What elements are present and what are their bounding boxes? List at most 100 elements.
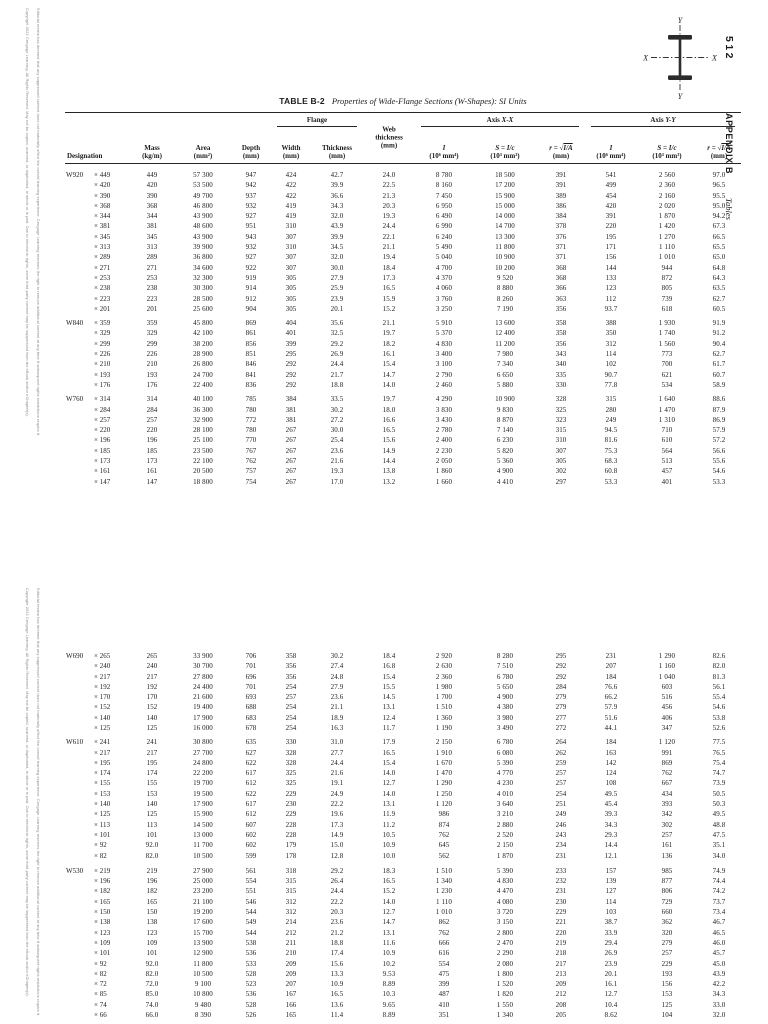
value-cell: 368 xyxy=(555,273,567,282)
value-cell: 32.0 xyxy=(712,1011,726,1019)
designation-suffix: × 257 xyxy=(94,415,111,424)
designation-cell: × 192 xyxy=(65,682,129,692)
value-cell: 305 xyxy=(285,284,297,293)
value-cell: 40 100 xyxy=(193,395,213,404)
value-cell: 937 xyxy=(245,191,257,200)
value-cell: 13 000 xyxy=(193,830,213,839)
designation-suffix: × 449 xyxy=(94,171,111,179)
table-row: × 101 101 12 900 536 210 17.4 10.9 616 2 290 218 2… xyxy=(65,948,741,958)
value-cell: 81.3 xyxy=(712,672,726,681)
value-cell: 2 020 xyxy=(658,201,676,210)
value-cell: 24.0 xyxy=(382,171,396,179)
value-cell: 125 xyxy=(661,1000,673,1009)
value-cell: 179 xyxy=(285,841,297,850)
value-cell: 32 300 xyxy=(193,273,213,282)
value-cell: 762 xyxy=(245,457,257,466)
value-cell: 33 900 xyxy=(193,651,213,660)
designation-cell: × 313 xyxy=(65,242,129,252)
value-cell: 1 910 xyxy=(435,748,453,757)
value-cell: 58.9 xyxy=(712,380,726,389)
value-cell: 91.9 xyxy=(712,319,726,328)
designation-cell: × 182 xyxy=(65,886,129,896)
value-cell: 104 xyxy=(661,1011,673,1019)
value-cell: 18.8 xyxy=(330,938,344,947)
value-cell: 10 900 xyxy=(495,395,515,404)
designation-suffix: × 226 xyxy=(94,350,111,359)
value-cell: 15.0 xyxy=(330,841,344,850)
value-cell: 780 xyxy=(245,426,257,435)
value-cell: 942 xyxy=(245,181,257,190)
designation-cell: × 329 xyxy=(65,328,129,338)
value-cell: 2 360 xyxy=(658,181,676,190)
value-cell: 10.9 xyxy=(382,841,396,850)
value-cell: 193 xyxy=(146,370,158,379)
value-cell: 182 xyxy=(146,887,158,896)
value-cell: 233 xyxy=(555,866,567,875)
value-cell: 701 xyxy=(245,682,257,691)
value-cell: 7 340 xyxy=(496,360,514,369)
shape-group-W760: W760 × 314 314 40 100 785 384 33.5 19.7 4 290 10 … xyxy=(65,394,741,487)
value-cell: 29.2 xyxy=(330,339,344,348)
value-cell: 279 xyxy=(555,693,567,702)
value-cell: 912 xyxy=(245,294,257,303)
value-cell: 218 xyxy=(555,949,567,958)
value-cell: 82.0 xyxy=(712,662,726,671)
value-cell: 24.4 xyxy=(330,360,344,369)
value-cell: 46.7 xyxy=(712,918,726,927)
value-cell: 528 xyxy=(245,969,257,978)
value-cell: 161 xyxy=(661,841,673,850)
value-cell: 74.9 xyxy=(712,866,726,875)
value-cell: 208 xyxy=(555,1000,567,1009)
designation-suffix: × 217 xyxy=(94,748,111,757)
table-row: × 82 82.0 10 500 528 209 13.3 9.53 475 1 800 213 2… xyxy=(65,969,741,979)
designation-suffix: × 150 xyxy=(94,908,111,917)
value-cell: 554 xyxy=(245,877,257,886)
value-cell: 219 xyxy=(555,938,567,947)
designation-suffix: × 299 xyxy=(94,339,111,348)
value-cell: 13 900 xyxy=(193,938,213,947)
table-row: × 271 271 34 600 922 307 30.0 18.4 4 700 10 200 3… xyxy=(65,263,741,273)
designation-cell: × 101 xyxy=(65,830,129,840)
value-cell: 57.2 xyxy=(712,436,726,445)
designation-cell: × 155 xyxy=(65,778,129,788)
table-row: × 101 101 13 000 602 228 14.9 10.5 762 2 520 243 2… xyxy=(65,830,741,840)
value-cell: 66.2 xyxy=(604,693,618,702)
axis-xx-group-header: Axis X-X xyxy=(421,116,579,128)
value-cell: 320 xyxy=(661,928,673,937)
value-cell: 184 xyxy=(605,738,617,747)
value-cell: 1 340 xyxy=(496,1011,514,1019)
value-cell: 48.8 xyxy=(712,820,726,829)
value-cell: 95.5 xyxy=(712,191,726,200)
value-cell: 14.7 xyxy=(382,918,396,927)
designation-prefix: W920 xyxy=(66,171,84,179)
col-header-area: Area (mm²) xyxy=(193,143,213,160)
value-cell: 5 040 xyxy=(435,253,453,262)
value-cell: 299 xyxy=(146,339,158,348)
designation-cell: × 226 xyxy=(65,349,129,359)
value-cell: 60.7 xyxy=(712,370,726,379)
designation-cell: W760 × 314 xyxy=(65,394,129,404)
value-cell: 773 xyxy=(661,350,673,359)
value-cell: 420 xyxy=(146,181,158,190)
value-cell: 307 xyxy=(285,263,297,272)
table-caption: Properties of Wide-Flange Sections (W-Sh… xyxy=(331,96,527,106)
value-cell: 267 xyxy=(285,446,297,455)
value-cell: 12.7 xyxy=(604,990,618,999)
value-cell: 34.0 xyxy=(712,851,726,860)
value-cell: 43.9 xyxy=(712,969,726,978)
value-cell: 841 xyxy=(245,370,257,379)
value-cell: 388 xyxy=(605,319,617,328)
value-cell: 10.0 xyxy=(382,851,396,860)
value-cell: 231 xyxy=(555,851,567,860)
value-cell: 32 900 xyxy=(193,415,213,424)
copyright-text: Editorial review has deemed that any sup… xyxy=(36,588,41,1017)
value-cell: 28 500 xyxy=(193,294,213,303)
value-cell: 43 900 xyxy=(193,212,213,221)
value-cell: 874 xyxy=(438,820,450,829)
value-cell: 19 200 xyxy=(193,908,213,917)
value-cell: 4 410 xyxy=(496,477,514,486)
value-cell: 2 470 xyxy=(496,938,514,947)
value-cell: 3 250 xyxy=(435,304,453,313)
value-cell: 2 520 xyxy=(496,830,514,839)
value-cell: 295 xyxy=(285,350,297,359)
